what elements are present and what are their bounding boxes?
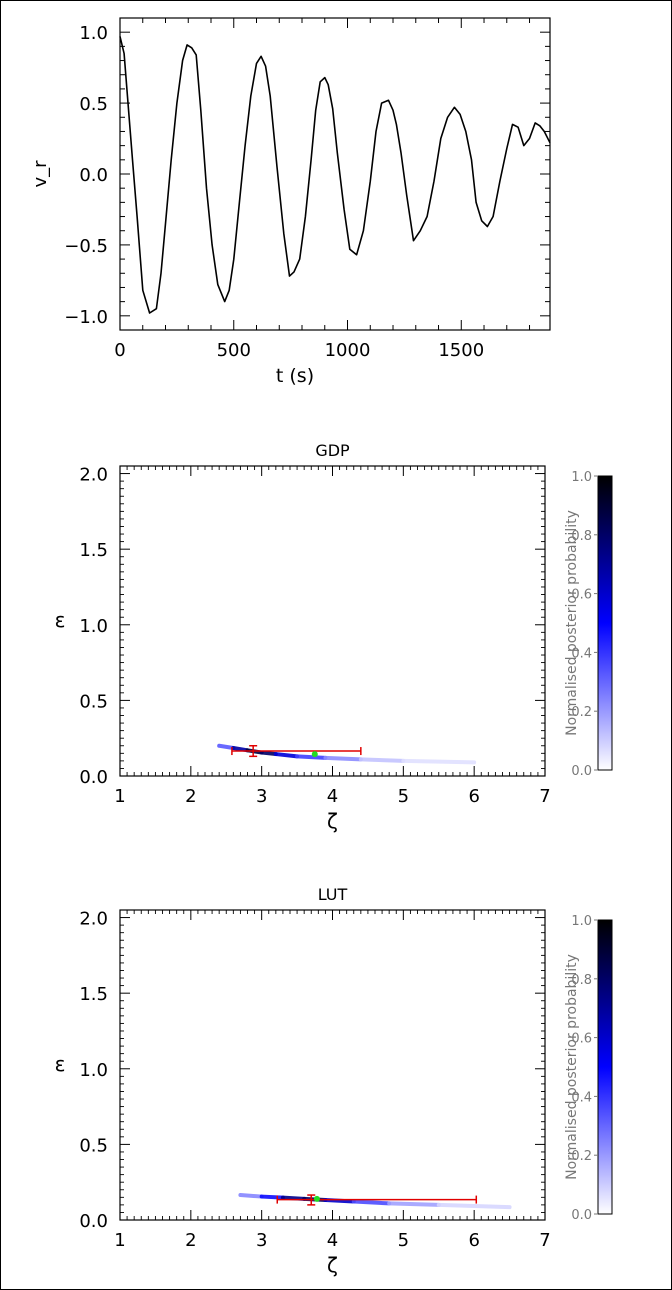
chart-lut-posterior: LUT 1 2 3 4 5 6 7 2.0 1.5 1.0 0.5 0.0 ζ ε 1.0 0.8 0.6 0.4 0… xyxy=(55,885,613,1277)
colorbar xyxy=(597,475,613,771)
x-tick-label: 6 xyxy=(468,786,479,807)
colorbar-tick-label: 0.6 xyxy=(571,588,592,603)
y-tick-label: 2.0 xyxy=(79,909,108,930)
y-tick-label: 0.5 xyxy=(79,94,108,115)
posterior-ridge-segment xyxy=(231,746,250,753)
posterior-ridge-segment xyxy=(436,1202,512,1210)
x-tick-label: 2 xyxy=(185,786,196,807)
colorbar-tick-label: 1.0 xyxy=(571,470,592,485)
colorbar-label: Normalised posterior probability xyxy=(564,510,580,736)
colorbar-tick-label: 0.8 xyxy=(571,529,592,544)
y-tick-label: 1.0 xyxy=(79,23,108,44)
y-tick-label: −0.5 xyxy=(64,236,108,257)
series-line-vr xyxy=(119,36,551,314)
true-value-point xyxy=(311,751,318,758)
x-axis-label: t (s) xyxy=(276,365,314,387)
y-axis-label: ε xyxy=(55,608,66,632)
posterior-ridge-segment xyxy=(387,1201,441,1207)
posterior-ridge-segment xyxy=(273,752,300,759)
x-tick-label: 1000 xyxy=(325,340,371,361)
y-axis-label: v_r xyxy=(30,160,51,188)
posterior-ridge-segment xyxy=(323,755,363,762)
colorbar-tick-label: 0.0 xyxy=(571,1208,592,1223)
colorbar-label: Normalised posterior probability xyxy=(564,954,580,1180)
chart-velocity-timeseries: 0 500 1000 1500 1.0 0.5 0.0 −0.5 −1.0 t (s) v_r xyxy=(30,17,551,387)
y-tick-label: 1.0 xyxy=(79,1060,108,1081)
colorbar-tick-label: 0.6 xyxy=(571,1032,592,1047)
posterior-ridge-segment xyxy=(351,1199,392,1206)
x-tick-label: 1 xyxy=(114,786,125,807)
x-tick-label: 5 xyxy=(398,1230,409,1251)
colorbar xyxy=(597,919,613,1215)
x-tick-label: 7 xyxy=(539,786,550,807)
x-tick-label: 5 xyxy=(398,786,409,807)
x-tick-label: 7 xyxy=(539,1230,550,1251)
posterior-ridge-segment xyxy=(259,1194,285,1200)
colorbar-tick-label: 0.0 xyxy=(571,764,592,779)
colorbar-tick-label: 0.8 xyxy=(571,973,592,988)
y-tick-label: 1.0 xyxy=(79,616,108,637)
x-tick-label: 4 xyxy=(327,1230,338,1251)
colorbar-tick-label: 0.2 xyxy=(571,1149,592,1164)
posterior-ridge-segment xyxy=(280,1195,307,1201)
x-axis-label: ζ xyxy=(327,809,338,833)
y-tick-label: 0.5 xyxy=(79,1135,108,1156)
x-tick-label: 1 xyxy=(114,1230,125,1251)
colorbar-tick-label: 0.2 xyxy=(571,705,592,720)
y-tick-label: 0.0 xyxy=(79,1211,108,1232)
chart-gdp-posterior: GDP 1 2 3 4 5 6 7 2.0 1.5 1.0 0.5 0.0 ζ ε 1.0 0.8 0.6 0.4 0… xyxy=(55,441,613,833)
x-tick-label: 4 xyxy=(327,786,338,807)
x-tick-label: 1500 xyxy=(438,340,484,361)
y-tick-label: 0.5 xyxy=(79,691,108,712)
posterior-ridge-segment xyxy=(259,750,278,757)
y-tick-label: 0.0 xyxy=(79,767,108,788)
y-axis-label: ε xyxy=(55,1052,66,1076)
y-tick-label: 0.0 xyxy=(79,165,108,186)
chart-title: LUT xyxy=(318,885,348,904)
posterior-ridge-segment xyxy=(295,754,328,760)
chart-title: GDP xyxy=(315,441,350,460)
x-tick-label: 3 xyxy=(256,1230,267,1251)
x-tick-label: 3 xyxy=(256,786,267,807)
y-tick-label: 1.5 xyxy=(79,984,108,1005)
posterior-ridge-segment xyxy=(238,1193,264,1199)
colorbar-tick-label: 0.4 xyxy=(571,646,592,661)
colorbar-tick-label: 1.0 xyxy=(571,914,592,929)
y-tick-label: −1.0 xyxy=(64,307,108,328)
posterior-ridge-segment xyxy=(401,758,477,765)
x-tick-label: 2 xyxy=(185,1230,196,1251)
y-tick-label: 1.5 xyxy=(79,540,108,561)
x-tick-label: 6 xyxy=(468,1230,479,1251)
posterior-ridge-segment xyxy=(217,743,236,751)
posterior-ridge-segment xyxy=(358,757,406,763)
x-tick-label: 500 xyxy=(217,340,251,361)
true-value-point xyxy=(313,1195,320,1202)
x-axis-label: ζ xyxy=(327,1253,338,1277)
colorbar-tick-label: 0.4 xyxy=(571,1090,592,1105)
y-tick-label: 2.0 xyxy=(79,465,108,486)
x-tick-label: 0 xyxy=(114,340,125,361)
